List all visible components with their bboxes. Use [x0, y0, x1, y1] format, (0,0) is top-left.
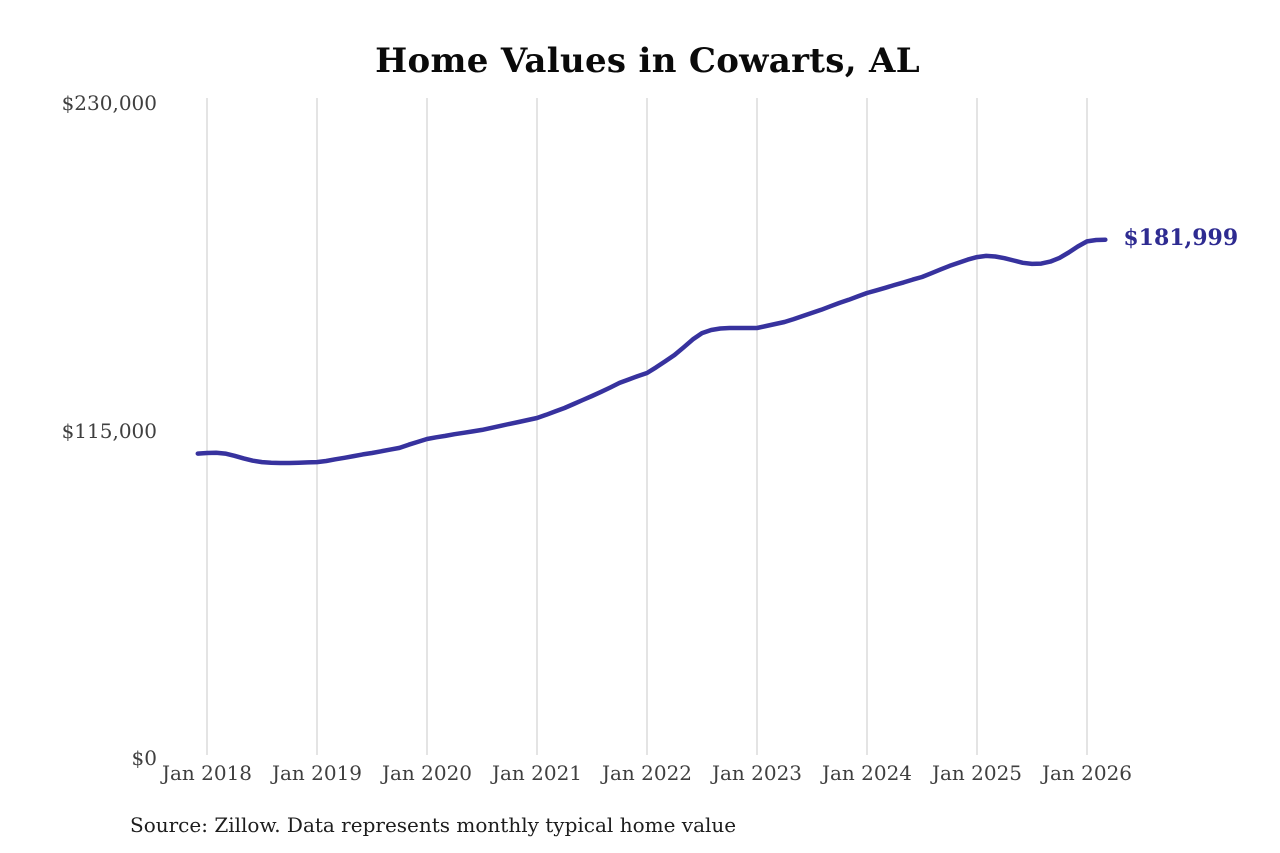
y-axis-tick-label-230000: $230,000 — [61, 91, 157, 115]
x-axis-tick-label-jan-2026: Jan 2026 — [1041, 761, 1133, 785]
chart-title: Home Values in Cowarts, AL — [375, 41, 920, 81]
x-axis-tick-label-jan-2025: Jan 2025 — [931, 761, 1023, 785]
x-axis-tick-label-jan-2022: Jan 2022 — [601, 761, 693, 785]
home-value-line — [195, 237, 1108, 466]
source-note: Source: Zillow. Data represents monthly … — [130, 813, 737, 837]
x-axis-tick-label-jan-2018: Jan 2018 — [161, 761, 253, 785]
y-axis-tick-label-115000: $115,000 — [61, 418, 157, 443]
x-axis-tick-label-jan-2023: Jan 2023 — [711, 761, 803, 785]
x-axis-tick-label-jan-2024: Jan 2024 — [821, 761, 913, 785]
x-axis-tick-label-jan-2019: Jan 2019 — [271, 761, 363, 785]
x-axis-tick-label-jan-2021: Jan 2021 — [491, 761, 583, 785]
y-axis-tick-label-0: $0 — [131, 746, 157, 770]
latest-value-label: $181,999 — [1123, 224, 1239, 251]
x-axis-tick-label-jan-2020: Jan 2020 — [381, 761, 473, 785]
